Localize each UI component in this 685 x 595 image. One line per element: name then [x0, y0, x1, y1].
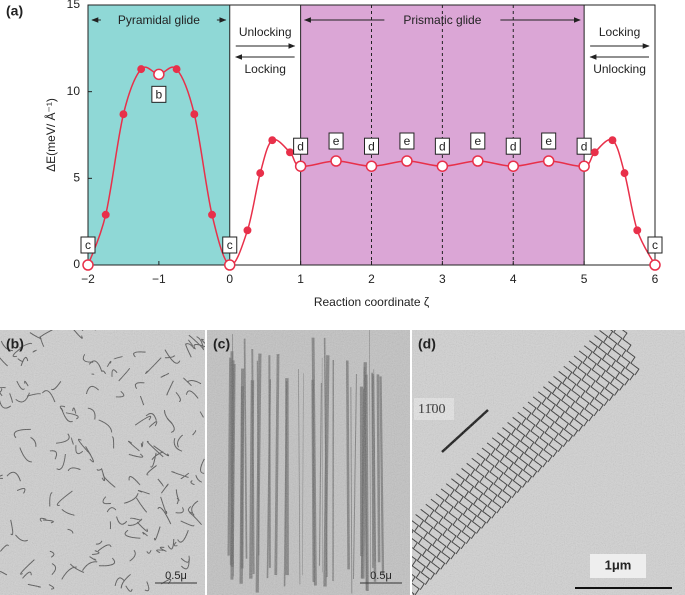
panel-label: (d) [418, 336, 436, 352]
point [119, 110, 128, 119]
scale-box [590, 554, 646, 578]
x-tick-label: 6 [652, 272, 659, 286]
region-label: Prismatic glide [403, 13, 481, 27]
x-tick-label: −2 [81, 272, 95, 286]
scale-label: 0.5μ [165, 570, 187, 582]
point [590, 148, 599, 157]
point-label: e [333, 134, 340, 148]
point [365, 160, 378, 172]
point-label: d [581, 139, 588, 153]
point [190, 110, 199, 119]
y-tick-label: 5 [73, 171, 80, 185]
point [608, 136, 617, 145]
x-tick-label: 3 [439, 272, 446, 286]
grain [412, 330, 685, 595]
x-axis-label: Reaction coordinate ζ [314, 295, 430, 309]
point [542, 155, 555, 167]
point-label-box [647, 236, 663, 254]
y-tick-label: 10 [67, 84, 81, 98]
y-axis-label: ΔE(meV/ Å⁻¹) [43, 98, 58, 172]
point-label-box [364, 137, 379, 155]
point [82, 259, 94, 271]
point-label-box [541, 132, 557, 150]
point-label: d [368, 139, 375, 153]
point [401, 155, 413, 167]
point [172, 65, 181, 74]
micrograph [0, 330, 205, 595]
point [507, 160, 519, 172]
point [286, 148, 294, 157]
region-label: Pyramidal glide [118, 13, 200, 27]
point-label: d [510, 139, 517, 153]
point [472, 155, 484, 167]
region-label-bg [384, 13, 501, 29]
point [243, 226, 252, 235]
point [294, 160, 307, 172]
point [101, 210, 110, 219]
grain [207, 330, 410, 595]
point [633, 226, 642, 235]
scale-label: 0.5μ [370, 570, 392, 582]
point-label-box [576, 137, 592, 155]
point [224, 259, 236, 271]
point [208, 210, 216, 219]
point [256, 169, 265, 178]
transition-label: Unlocking [593, 62, 646, 76]
point [268, 136, 277, 145]
region [87, 4, 231, 266]
x-tick-label: 0 [226, 272, 233, 286]
point-label: e [545, 134, 552, 148]
x-tick-label: 2 [368, 272, 375, 286]
point [330, 155, 342, 167]
panel-label: (a) [6, 3, 23, 19]
point-label: d [439, 139, 446, 153]
panel-label: (b) [6, 336, 24, 352]
transition-label: Unlocking [239, 25, 292, 39]
point-label: e [404, 134, 411, 148]
x-tick-label: 1 [297, 272, 304, 286]
point-label-box [505, 137, 521, 155]
point-label-box [470, 132, 486, 150]
point-label: d [297, 139, 304, 153]
point-label-box [151, 85, 167, 103]
scale-label: 1μm [605, 557, 632, 572]
point [436, 160, 449, 172]
y-tick-label: 0 [73, 257, 80, 271]
x-tick-label: −1 [152, 272, 166, 286]
x-tick-label: 5 [581, 272, 588, 286]
point-label-box [328, 132, 344, 150]
y-tick-label: 15 [67, 0, 81, 11]
point-label-box [399, 132, 415, 150]
micrograph [207, 330, 410, 595]
point [649, 259, 661, 271]
point [137, 65, 146, 74]
point-label-box [80, 236, 96, 254]
point-label: c [227, 238, 233, 252]
point-label-box [293, 137, 309, 155]
grain [0, 330, 205, 595]
point-label-box [434, 137, 450, 155]
point [620, 169, 629, 178]
micrograph: 11̄00 [412, 330, 685, 595]
point-label: c [85, 238, 91, 252]
point-label: e [474, 134, 481, 148]
point-label: c [652, 238, 658, 252]
panel-label: (c) [213, 336, 230, 352]
x-tick-label: 4 [510, 272, 517, 286]
point-label: b [156, 88, 163, 102]
point [578, 160, 590, 172]
point-label-box [222, 236, 238, 254]
region-label-bg [100, 13, 217, 29]
point [153, 68, 165, 81]
transition-label: Locking [245, 62, 286, 76]
transition-label: Locking [599, 25, 640, 39]
